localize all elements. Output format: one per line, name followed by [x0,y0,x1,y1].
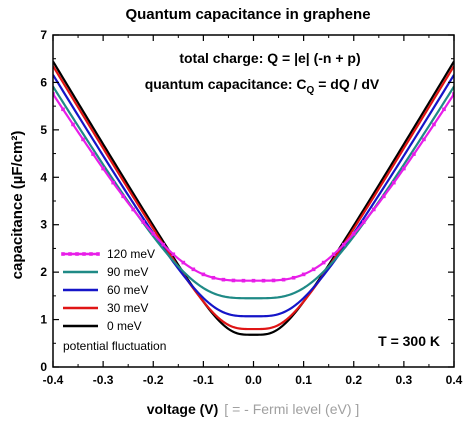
x-axis-label-main: voltage (V) [147,401,219,417]
legend-label: 60 meV [107,283,148,297]
annotation-quantum-capacitance: quantum capacitance: CQ = dQ / dV [145,76,380,96]
series-point-120-mev [91,152,95,156]
y-tick-label: 1 [40,313,47,327]
x-tick-label: 0.3 [396,373,413,387]
series-point-120-mev [361,220,366,224]
legend-marker [82,252,86,256]
series-point-120-mev [412,152,416,156]
series-point-120-mev [341,242,346,247]
x-tick-label: 0.1 [295,373,312,387]
series-line-0-mev [53,60,454,336]
series-line-60-mev [53,74,454,318]
legend-item: 60 meV [63,283,148,297]
series-point-120-mev [81,137,85,142]
legend-marker [89,252,93,256]
y-tick-label: 5 [40,123,47,137]
x-tick-label: -0.4 [43,373,64,387]
legend-item: 0 meV [63,319,142,333]
series-layer [53,60,454,336]
cq-prefix: quantum capacitance: C [145,76,307,92]
y-tick-label: 7 [40,28,47,42]
legend-label: 90 meV [107,265,148,279]
series-point-120-mev [402,166,406,171]
x-tick-label: -0.2 [143,373,164,387]
series-point-120-mev [111,180,115,185]
series-point-120-mev [201,272,206,277]
series-point-120-mev [141,220,146,224]
annotation-temperature: T = 300 K [378,333,440,349]
x-tick-label: 0.2 [345,373,362,387]
x-axis-label: voltage (V) [ = - Fermi level (eV) ] [147,401,360,417]
legend-item: 30 meV [63,301,148,315]
series-line-90-mev [53,85,454,300]
y-axis-label: capacitance (µF/cm²) [9,131,26,280]
series-point-120-mev [151,231,156,236]
series-point-120-mev [71,122,75,127]
series-point-120-mev [181,260,186,265]
series-point-120-mev [372,207,376,212]
legend-item: 90 meV [63,265,148,279]
x-tick-label: 0.4 [446,373,463,387]
series-point-120-mev [321,260,326,265]
legend-marker [61,252,65,256]
legend-label: 30 meV [107,301,148,315]
x-tick-label: -0.3 [93,373,114,387]
series-point-120-mev [211,275,216,280]
series-point-120-mev [392,180,396,185]
legend-item: 120 meV [61,247,155,261]
series-point-120-mev [382,194,386,199]
series-point-120-mev [191,267,196,272]
series-point-120-mev [251,278,256,283]
y-tick-label: 2 [40,265,47,279]
series-point-120-mev [301,272,306,277]
series-point-120-mev [161,242,166,247]
series-point-120-mev [351,231,356,236]
series-point-120-mev [261,278,266,283]
y-tick-label: 4 [40,170,47,184]
annotation-total-charge: total charge: Q = |e| (-n + p) [179,50,360,66]
series-point-120-mev [331,252,336,257]
legend-label: 0 meV [107,319,142,333]
y-tick-label: 6 [40,75,47,89]
series-line-30-mev [53,65,454,331]
legend-marker [96,252,100,256]
chart-title: Quantum capacitance in graphene [125,6,370,23]
y-tick-label: 3 [40,218,47,232]
series-point-120-mev [432,122,436,127]
series-point-120-mev [101,166,105,171]
x-tick-label: -0.1 [193,373,214,387]
cq-suffix: = dQ / dV [314,76,380,92]
series-point-120-mev [53,92,55,96]
ticks-layer: -0.4 -0.3 -0.2 -0.1 0.0 0.1 0.2 0.3 0.4 0 1 2 3 4 5 6 7 [40,28,462,387]
legend: 120 meV 90 meV 60 meV 30 meV 0 meV [61,247,155,333]
cq-sub: Q [307,85,315,96]
series-point-120-mev [61,107,65,112]
legend-footer: potential fluctuation [63,339,166,353]
series-point-120-mev [271,278,276,283]
legend-marker [75,252,79,256]
series-point-120-mev [311,267,316,272]
x-tick-label: 0.0 [245,373,262,387]
y-tick-label: 0 [40,360,47,374]
series-point-120-mev [231,278,236,283]
legend-marker [68,252,72,256]
series-point-120-mev [131,207,135,212]
series-point-120-mev [241,278,246,283]
series-point-120-mev [422,137,426,142]
series-point-120-mev [442,107,446,112]
series-point-120-mev [281,277,286,282]
series-point-120-mev [121,194,125,199]
series-point-120-mev [452,92,454,96]
legend-label: 120 meV [107,247,155,261]
x-axis-label-secondary: [ = - Fermi level (eV) ] [224,401,359,417]
series-point-120-mev [221,277,226,282]
series-point-120-mev [291,275,296,280]
series-point-120-mev [171,252,176,257]
